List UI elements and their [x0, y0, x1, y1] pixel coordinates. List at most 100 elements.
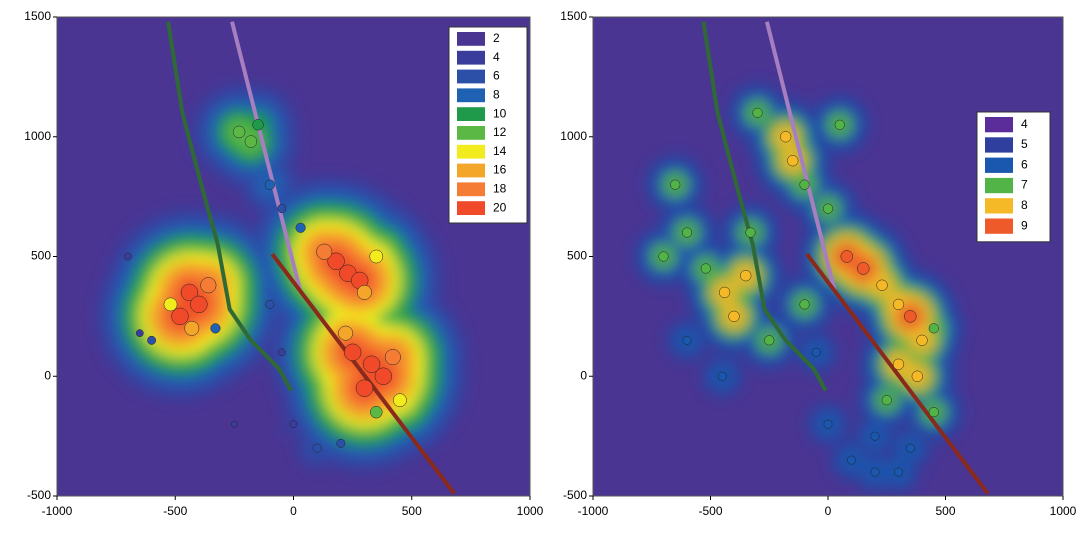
event [343, 343, 362, 361]
legend-swatch [985, 117, 1013, 133]
event [764, 335, 775, 346]
legend-swatch [457, 182, 485, 197]
legend-label: 12 [493, 125, 507, 139]
event [252, 119, 264, 131]
x-tick-label: 500 [402, 504, 422, 518]
well-path [805, 252, 990, 495]
event [905, 443, 915, 453]
legend-swatch [457, 32, 485, 46]
legend-label: 6 [1021, 157, 1028, 171]
legend-label: 16 [493, 163, 507, 177]
event [834, 119, 845, 130]
event [355, 379, 374, 397]
event [163, 297, 178, 312]
y-tick-label: 0 [44, 368, 51, 382]
event [799, 179, 810, 190]
x-tick-label: -500 [163, 504, 187, 518]
event [265, 299, 275, 309]
legend-swatch [457, 50, 485, 65]
x-tick-label: -1000 [578, 504, 609, 518]
event [190, 295, 208, 314]
event [336, 438, 346, 448]
event [822, 203, 834, 214]
event [728, 310, 740, 323]
legend-swatch [457, 126, 485, 140]
event [916, 334, 928, 346]
event [277, 204, 287, 214]
event [740, 270, 752, 282]
event [799, 299, 810, 310]
event [295, 222, 306, 233]
event [870, 467, 880, 477]
event [393, 393, 407, 408]
event [928, 323, 939, 334]
legend-label: 8 [1021, 198, 1028, 212]
event [357, 284, 372, 300]
legend-label: 2 [493, 31, 500, 45]
event [327, 252, 345, 270]
legend-swatch [985, 137, 1013, 153]
event [745, 227, 756, 238]
event [210, 323, 221, 334]
plot-area [93, 21, 470, 495]
event [362, 355, 381, 373]
event [928, 407, 939, 418]
legend-swatch [457, 69, 485, 84]
event [171, 307, 189, 326]
event [894, 467, 903, 477]
legend-label: 10 [493, 106, 507, 120]
event [700, 263, 711, 274]
event [264, 179, 275, 190]
event [232, 125, 246, 139]
y-tick-label: 1500 [560, 9, 587, 23]
legend-label: 14 [493, 144, 507, 158]
event [338, 325, 353, 341]
legend-swatch [985, 177, 1013, 194]
legend: 2 4 6 8 10 12 14 16 18 20 [448, 26, 528, 224]
event [681, 227, 693, 238]
event [180, 283, 199, 302]
event [823, 419, 833, 429]
event [147, 335, 157, 345]
well-path [230, 21, 303, 293]
y-tick-label: 0 [580, 368, 587, 382]
legend-label: 9 [1021, 218, 1028, 232]
event [312, 443, 322, 453]
legend-swatch [985, 218, 1013, 234]
event [904, 310, 917, 323]
event [911, 370, 923, 382]
event [857, 262, 870, 275]
event [847, 455, 856, 465]
legend-swatch [457, 163, 485, 178]
x-tick-label: -1000 [42, 504, 73, 518]
well-path [701, 21, 828, 392]
event [316, 243, 333, 260]
y-tick-label: 500 [567, 249, 587, 263]
event [384, 349, 401, 366]
event [135, 329, 144, 337]
legend-label: 4 [493, 50, 500, 64]
event [231, 420, 238, 428]
event [682, 335, 692, 345]
legend-swatch [457, 144, 485, 159]
plot-area [631, 21, 990, 496]
legend-label: 6 [493, 69, 500, 83]
event [870, 431, 880, 441]
event [370, 405, 383, 419]
event [374, 367, 393, 385]
event [670, 179, 681, 190]
y-tick-label: 1000 [24, 129, 51, 143]
y-tick-label: 1000 [560, 129, 587, 143]
well-path [166, 21, 293, 392]
y-tick-label: 1500 [24, 9, 51, 23]
event [369, 249, 384, 264]
x-tick-label: 500 [935, 504, 955, 518]
event [787, 155, 799, 167]
event [840, 250, 854, 263]
x-tick-label: 0 [825, 504, 832, 518]
y-tick-label: -500 [563, 488, 587, 502]
event [124, 252, 132, 261]
legend-label: 20 [493, 200, 507, 214]
x-tick-label: 0 [290, 504, 297, 518]
legend-swatch [457, 88, 485, 103]
